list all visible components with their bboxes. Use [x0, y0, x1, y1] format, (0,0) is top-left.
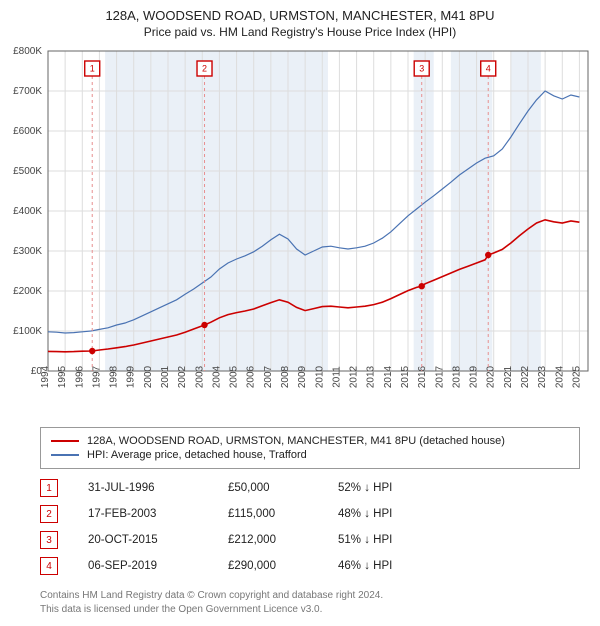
svg-text:3: 3 [419, 63, 424, 73]
legend: 128A, WOODSEND ROAD, URMSTON, MANCHESTER… [40, 427, 580, 469]
svg-text:1995: 1995 [57, 365, 68, 388]
sale-marker-icon: 1 [40, 479, 58, 497]
svg-text:£200K: £200K [13, 286, 42, 297]
svg-text:1994: 1994 [40, 365, 51, 388]
svg-text:1996: 1996 [74, 365, 85, 388]
sale-price: £290,000 [228, 560, 308, 572]
svg-text:1: 1 [90, 63, 95, 73]
svg-text:2009: 2009 [297, 365, 308, 388]
sale-pct-vs-hpi: 46% ↓ HPI [338, 560, 448, 572]
svg-text:2022: 2022 [520, 365, 531, 388]
svg-text:2007: 2007 [263, 365, 274, 388]
sales-table: 1 31-JUL-1996 £50,000 52% ↓ HPI 2 17-FEB-2003… [40, 475, 580, 579]
svg-text:£700K: £700K [13, 86, 42, 97]
svg-text:£400K: £400K [13, 206, 42, 217]
svg-text:2010: 2010 [314, 365, 325, 388]
sale-pct-vs-hpi: 48% ↓ HPI [338, 508, 448, 520]
svg-text:2006: 2006 [246, 365, 257, 388]
svg-text:2002: 2002 [177, 365, 188, 388]
sale-date: 20-OCT-2015 [88, 534, 198, 546]
svg-text:2012: 2012 [349, 365, 360, 388]
sale-row: 4 06-SEP-2019 £290,000 46% ↓ HPI [40, 553, 580, 579]
sale-marker-icon: 2 [40, 505, 58, 523]
svg-text:2015: 2015 [400, 365, 411, 388]
legend-label: HPI: Average price, detached house, Traf… [87, 449, 307, 461]
chart-title: 128A, WOODSEND ROAD, URMSTON, MANCHESTER… [0, 8, 600, 23]
sale-row: 2 17-FEB-2003 £115,000 48% ↓ HPI [40, 501, 580, 527]
footer-attribution: Contains HM Land Registry data © Crown c… [40, 589, 580, 616]
svg-text:2008: 2008 [280, 365, 291, 388]
sale-price: £212,000 [228, 534, 308, 546]
sale-pct-vs-hpi: 52% ↓ HPI [338, 482, 448, 494]
legend-swatch [51, 454, 79, 456]
footer-line-2: This data is licensed under the Open Gov… [40, 603, 580, 617]
svg-text:£100K: £100K [13, 326, 42, 337]
legend-item: 128A, WOODSEND ROAD, URMSTON, MANCHESTER… [51, 434, 569, 448]
svg-text:1998: 1998 [109, 365, 120, 388]
svg-text:£300K: £300K [13, 246, 42, 257]
svg-text:£800K: £800K [13, 46, 42, 57]
svg-text:2003: 2003 [194, 365, 205, 388]
svg-text:2011: 2011 [331, 366, 342, 388]
legend-item: HPI: Average price, detached house, Traf… [51, 448, 569, 462]
sale-marker-icon: 4 [40, 557, 58, 575]
sale-price: £115,000 [228, 508, 308, 520]
svg-text:1997: 1997 [91, 365, 102, 388]
svg-text:2025: 2025 [571, 365, 582, 388]
svg-text:2016: 2016 [417, 365, 428, 388]
svg-text:4: 4 [486, 63, 491, 73]
svg-text:2019: 2019 [469, 365, 480, 388]
sale-row: 1 31-JUL-1996 £50,000 52% ↓ HPI [40, 475, 580, 501]
svg-text:2017: 2017 [434, 365, 445, 388]
svg-text:2000: 2000 [143, 365, 154, 388]
svg-text:2: 2 [202, 63, 207, 73]
svg-text:2014: 2014 [383, 365, 394, 388]
legend-swatch [51, 440, 79, 442]
sale-date: 06-SEP-2019 [88, 560, 198, 572]
svg-text:2023: 2023 [537, 365, 548, 388]
sale-pct-vs-hpi: 51% ↓ HPI [338, 534, 448, 546]
chart-subtitle: Price paid vs. HM Land Registry's House … [0, 25, 600, 39]
sale-row: 3 20-OCT-2015 £212,000 51% ↓ HPI [40, 527, 580, 553]
sale-date: 17-FEB-2003 [88, 508, 198, 520]
svg-text:£600K: £600K [13, 126, 42, 137]
sale-marker-icon: 3 [40, 531, 58, 549]
svg-text:£500K: £500K [13, 166, 42, 177]
svg-text:1999: 1999 [126, 365, 137, 388]
chart-area: £0£100K£200K£300K£400K£500K£600K£700K£80… [0, 39, 600, 419]
sale-date: 31-JUL-1996 [88, 482, 198, 494]
svg-text:2004: 2004 [211, 365, 222, 388]
svg-text:2005: 2005 [229, 365, 240, 388]
svg-text:2024: 2024 [554, 365, 565, 388]
svg-text:2021: 2021 [503, 365, 514, 388]
sale-price: £50,000 [228, 482, 308, 494]
line-chart: £0£100K£200K£300K£400K£500K£600K£700K£80… [0, 39, 600, 419]
svg-text:2013: 2013 [366, 365, 377, 388]
footer-line-1: Contains HM Land Registry data © Crown c… [40, 589, 580, 603]
legend-label: 128A, WOODSEND ROAD, URMSTON, MANCHESTER… [87, 435, 505, 447]
svg-text:2020: 2020 [486, 365, 497, 388]
svg-text:2001: 2001 [160, 365, 171, 388]
svg-text:2018: 2018 [451, 365, 462, 388]
